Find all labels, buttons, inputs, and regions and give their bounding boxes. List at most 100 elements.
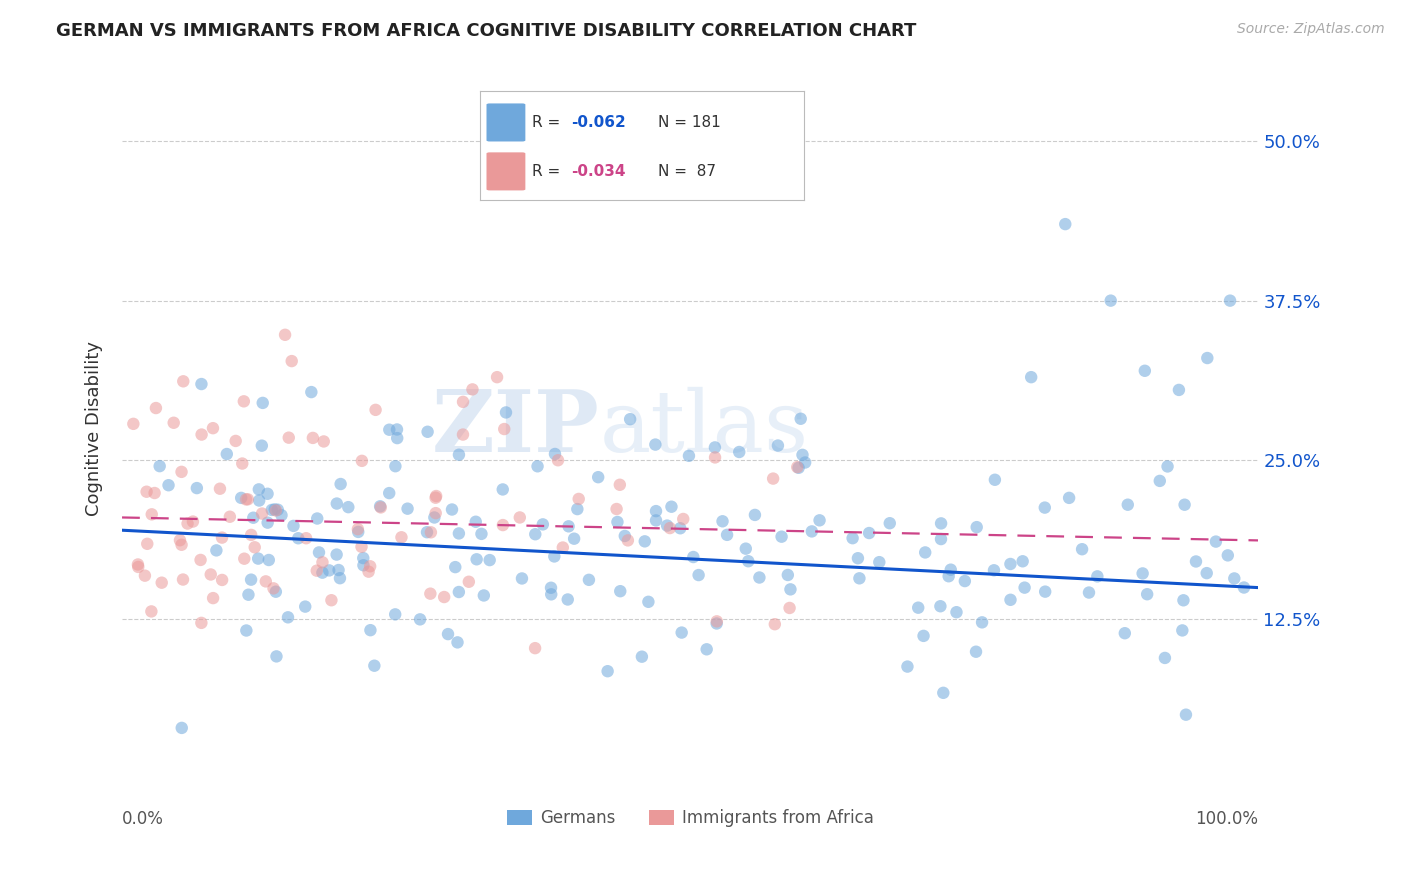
Point	[205, 543, 228, 558]
Point	[470, 527, 492, 541]
Point	[232, 394, 254, 409]
Point	[357, 565, 380, 579]
Point	[215, 447, 238, 461]
Point	[225, 434, 247, 448]
Point	[263, 502, 285, 516]
Point	[551, 541, 574, 555]
Point	[953, 574, 976, 588]
Point	[294, 599, 316, 614]
Point	[347, 524, 370, 539]
Point	[762, 472, 785, 486]
Point	[240, 573, 263, 587]
Point	[252, 396, 274, 410]
Point	[492, 483, 515, 497]
Point	[318, 563, 340, 577]
Point	[495, 405, 517, 419]
Point	[127, 558, 149, 572]
Text: atlas: atlas	[599, 386, 808, 470]
Point	[1078, 585, 1101, 599]
Point	[524, 641, 547, 656]
Point	[846, 551, 869, 566]
Point	[1197, 351, 1219, 365]
Point	[170, 538, 193, 552]
Point	[1136, 587, 1159, 601]
Point	[186, 481, 208, 495]
Point	[287, 531, 309, 545]
Point	[792, 448, 814, 462]
Point	[312, 434, 335, 449]
Point	[779, 582, 801, 597]
Point	[568, 491, 591, 506]
Point	[378, 486, 401, 500]
Point	[544, 447, 567, 461]
Point	[567, 502, 589, 516]
Point	[425, 506, 447, 520]
Point	[929, 516, 952, 531]
Point	[658, 521, 681, 535]
Point	[486, 370, 509, 384]
Point	[970, 615, 993, 630]
Point	[609, 477, 631, 491]
Point	[347, 522, 370, 536]
Point	[277, 431, 299, 445]
Point	[703, 441, 725, 455]
Point	[1085, 569, 1108, 583]
Point	[631, 649, 654, 664]
Point	[170, 465, 193, 479]
Point	[706, 616, 728, 631]
Point	[766, 438, 789, 452]
Point	[524, 527, 547, 541]
Point	[243, 541, 266, 555]
Point	[637, 595, 659, 609]
Point	[440, 502, 463, 516]
Point	[932, 686, 955, 700]
Point	[540, 587, 562, 601]
Point	[929, 599, 952, 614]
Point	[786, 460, 808, 475]
Point	[540, 581, 562, 595]
Point	[617, 533, 640, 548]
Point	[254, 574, 277, 589]
Point	[451, 427, 474, 442]
Point	[364, 402, 387, 417]
Point	[1149, 474, 1171, 488]
Point	[744, 508, 766, 522]
Point	[437, 627, 460, 641]
Point	[447, 526, 470, 541]
Point	[1054, 217, 1077, 231]
Point	[896, 659, 918, 673]
Point	[359, 559, 381, 574]
Point	[938, 569, 960, 583]
Point	[208, 482, 231, 496]
Point	[211, 573, 233, 587]
Point	[302, 431, 325, 445]
Point	[247, 483, 270, 497]
Text: 0.0%: 0.0%	[122, 811, 165, 829]
Point	[682, 549, 704, 564]
Point	[965, 645, 987, 659]
Point	[531, 517, 554, 532]
Point	[1219, 293, 1241, 308]
Point	[478, 553, 501, 567]
Point	[1071, 542, 1094, 557]
Point	[270, 508, 292, 523]
Point	[211, 531, 233, 545]
Point	[696, 642, 718, 657]
Point	[1174, 707, 1197, 722]
Point	[236, 492, 259, 507]
Point	[150, 575, 173, 590]
Text: GERMAN VS IMMIGRANTS FROM AFRICA COGNITIVE DISABILITY CORRELATION CHART: GERMAN VS IMMIGRANTS FROM AFRICA COGNITI…	[56, 22, 917, 40]
Point	[562, 532, 585, 546]
Point	[299, 385, 322, 400]
Point	[672, 512, 695, 526]
Point	[396, 501, 419, 516]
Point	[644, 437, 666, 451]
Point	[868, 555, 890, 569]
Point	[329, 571, 352, 585]
Point	[240, 528, 263, 542]
Point	[264, 503, 287, 517]
Point	[447, 585, 470, 599]
Point	[350, 540, 373, 554]
Point	[350, 454, 373, 468]
Text: 100.0%: 100.0%	[1195, 811, 1258, 829]
